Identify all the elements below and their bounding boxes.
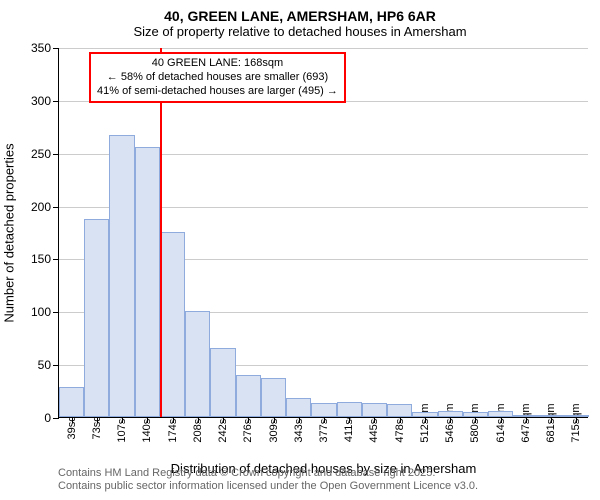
- histogram-bar: [438, 411, 463, 417]
- histogram-bar: [488, 411, 513, 417]
- footer-line1: Contains HM Land Registry data © Crown c…: [58, 467, 478, 481]
- y-tick-label: 300: [31, 94, 59, 108]
- y-axis-label: Number of detached properties: [2, 143, 17, 322]
- y-tick-label: 50: [38, 358, 59, 372]
- annotation-line2: ← 58% of detached houses are smaller (69…: [97, 71, 338, 85]
- histogram-bar: [261, 378, 286, 417]
- plot-area: 40 GREEN LANE: 168sqm ← 58% of detached …: [58, 48, 588, 418]
- histogram-bar: [463, 412, 488, 417]
- histogram-bar: [387, 404, 412, 417]
- annotation-line3: 41% of semi-detached houses are larger (…: [97, 85, 338, 99]
- histogram-bar: [84, 219, 109, 417]
- y-tick-label: 250: [31, 147, 59, 161]
- footer: Contains HM Land Registry data © Crown c…: [58, 467, 478, 495]
- histogram-bar: [135, 147, 160, 417]
- histogram-bar: [362, 403, 387, 417]
- y-tick-label: 100: [31, 305, 59, 319]
- reference-line: [160, 48, 162, 417]
- histogram-bar: [236, 375, 261, 417]
- annotation-line1: 40 GREEN LANE: 168sqm: [97, 57, 338, 71]
- chart-title-line1: 40, GREEN LANE, AMERSHAM, HP6 6AR: [0, 0, 600, 24]
- histogram-bar: [160, 232, 185, 417]
- histogram-bar: [412, 412, 437, 417]
- y-tick-label: 0: [44, 411, 59, 425]
- histogram-bar: [539, 415, 564, 417]
- chart-title-line2: Size of property relative to detached ho…: [0, 24, 600, 45]
- bars-container: [59, 48, 588, 417]
- histogram-bar: [185, 311, 210, 417]
- histogram-bar: [311, 403, 336, 417]
- histogram-bar: [513, 415, 538, 417]
- y-tick-label: 350: [31, 41, 59, 55]
- histogram-bar: [564, 415, 589, 417]
- histogram-bar: [286, 398, 311, 417]
- histogram-bar: [337, 402, 362, 417]
- histogram-bar: [109, 135, 134, 417]
- y-tick-label: 150: [31, 252, 59, 266]
- histogram-bar: [210, 348, 235, 417]
- y-tick-label: 200: [31, 200, 59, 214]
- chart-area: 40 GREEN LANE: 168sqm ← 58% of detached …: [58, 48, 588, 418]
- annotation-box: 40 GREEN LANE: 168sqm ← 58% of detached …: [89, 52, 346, 103]
- histogram-bar: [59, 387, 84, 417]
- footer-line2: Contains public sector information licen…: [58, 480, 478, 494]
